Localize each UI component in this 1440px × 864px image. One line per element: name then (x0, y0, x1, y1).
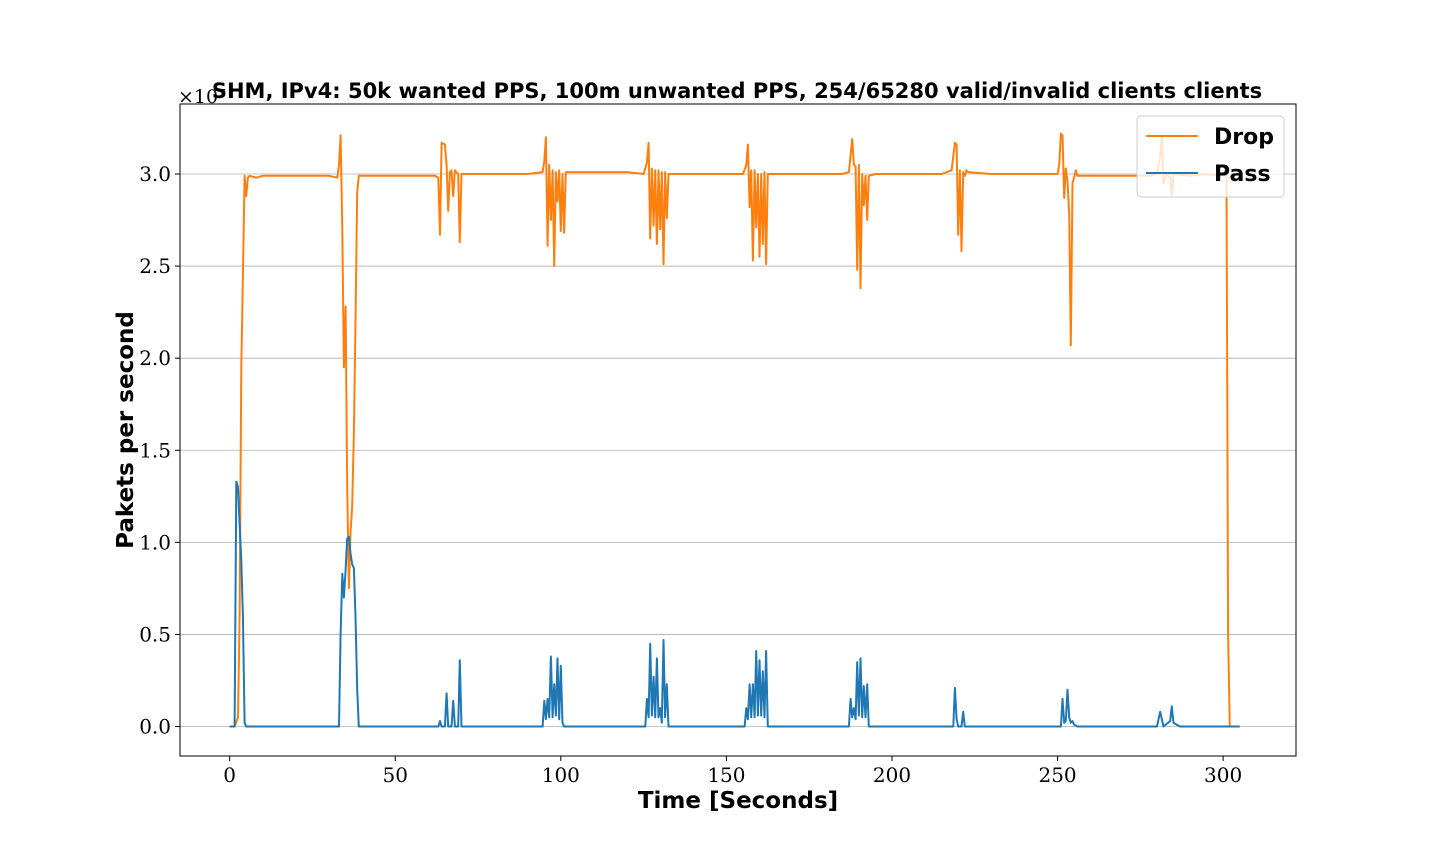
chart-title: SHM, IPv4: 50k wanted PPS, 100m unwanted… (212, 79, 1262, 103)
series-layer (229, 132, 1240, 728)
legend-label-pass: Pass (1214, 162, 1271, 187)
x-axis-ticks: 0 50 100 150 200 250 300 (223, 756, 1242, 787)
x-tick-label: 250 (1038, 763, 1076, 787)
y-tick-label: 0.5 (139, 622, 171, 646)
y-tick-label: 1.5 (139, 438, 171, 462)
x-tick-label: 0 (223, 763, 236, 787)
y-axis-label: Pakets per second (113, 311, 139, 549)
y-tick-label: 1.0 (139, 530, 171, 554)
x-tick-label: 150 (707, 763, 745, 787)
y-tick-label: 2.0 (139, 346, 171, 370)
series-line-drop (229, 132, 1231, 728)
x-tick-label: 100 (542, 763, 580, 787)
legend: Drop Pass (1136, 115, 1285, 198)
x-tick-label: 300 (1204, 763, 1242, 787)
series-line-pass (229, 480, 1240, 728)
x-tick-label: 50 (383, 763, 408, 787)
legend-label-drop: Drop (1214, 125, 1274, 150)
y-tick-label: 0.0 (139, 715, 171, 739)
x-axis-label: Time [Seconds] (638, 788, 838, 814)
x-tick-label: 200 (873, 763, 911, 787)
y-axis-ticks: 0.0 0.5 1.0 1.5 2.0 2.5 3.0 (139, 162, 180, 739)
y-axis-offset-text: ×10⁷ (178, 86, 226, 108)
y-tick-label: 3.0 (139, 162, 171, 186)
plot-frame (179, 103, 1297, 757)
y-tick-label: 2.5 (139, 254, 171, 278)
